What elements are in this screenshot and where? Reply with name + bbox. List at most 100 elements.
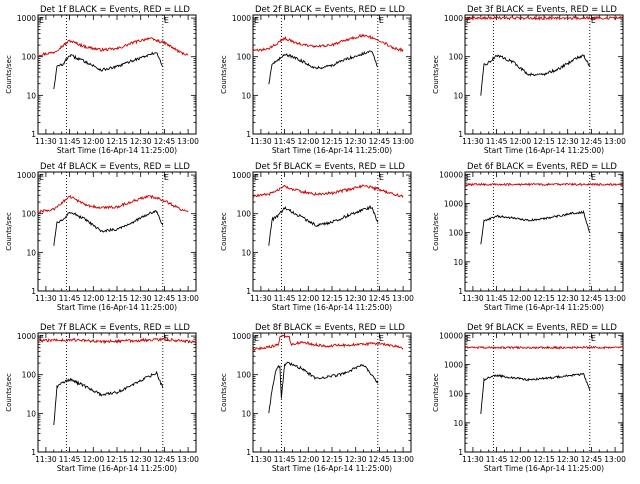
x-tick-label: 11:45 xyxy=(274,294,296,303)
x-axis-label: Start Time (16-Apr-14 11:25:00) xyxy=(57,146,177,155)
x-tick-label: 11:45 xyxy=(59,294,81,303)
x-tick-label: 12:00 xyxy=(509,294,531,303)
x-tick-label: 12:30 xyxy=(345,294,367,303)
x-tick-label: 12:30 xyxy=(557,294,579,303)
x-tick-label: 12:30 xyxy=(557,137,579,146)
y-tick-label: 100 xyxy=(237,210,252,219)
x-tick-label: 11:30 xyxy=(250,294,272,303)
y-tick-label: 10 xyxy=(241,248,251,257)
y-tick-label: 10 xyxy=(241,91,251,100)
x-tick-label: 12:00 xyxy=(509,137,531,146)
x-tick-label: 12:00 xyxy=(297,294,319,303)
chart-panel-7: Det 7f BLACK = Events, RED = LLD 1 10 100 10… xyxy=(5,323,199,473)
event-marker-label: E xyxy=(466,334,471,343)
x-tick-label: 12:15 xyxy=(321,455,343,464)
x-tick-label: 13:00 xyxy=(392,294,414,303)
x-tick-label: 13:00 xyxy=(392,137,414,146)
plot-frame xyxy=(252,14,412,135)
x-tick-label: 12:30 xyxy=(130,455,152,464)
event-marker-label: E xyxy=(39,334,44,343)
x-tick-label: 12:15 xyxy=(533,455,555,464)
events-series-line xyxy=(480,54,591,96)
chart-panel-4: Det 4f BLACK = Events, RED = LLD 1 10 100 10… xyxy=(5,162,199,312)
y-tick-label: 10 xyxy=(26,91,36,100)
events-series-line xyxy=(268,361,379,414)
x-axis-label: Start Time (16-Apr-14 11:25:00) xyxy=(484,146,604,155)
lld-series-line xyxy=(253,334,404,351)
chart-title: Det 9f BLACK = Events, RED = LLD xyxy=(467,323,617,333)
y-axis-label: Counts/sec xyxy=(432,212,440,251)
y-tick-label: 100 xyxy=(22,210,37,219)
lld-series-line xyxy=(38,337,196,345)
chart-title: Det 2f BLACK = Events, RED = LLD xyxy=(255,5,405,15)
x-tick-label: 11:45 xyxy=(274,455,296,464)
lld-series-line xyxy=(465,15,623,21)
y-axis-label: Counts/sec xyxy=(5,373,13,412)
event-marker-label: E xyxy=(591,173,596,182)
x-tick-label: 11:30 xyxy=(35,137,57,146)
x-tick-label: 13:00 xyxy=(177,294,199,303)
x-tick-label: 12:15 xyxy=(533,137,555,146)
x-tick-label: 11:30 xyxy=(462,455,484,464)
event-marker-label: E xyxy=(591,16,596,25)
y-tick-label: 100 xyxy=(449,229,464,238)
events-series-line xyxy=(53,210,164,246)
event-marker-label: E xyxy=(591,334,596,343)
chart-title: Det 5f BLACK = Events, RED = LLD xyxy=(255,162,405,172)
chart-title: Det 7f BLACK = Events, RED = LLD xyxy=(40,323,190,333)
x-tick-label: 12:15 xyxy=(106,137,128,146)
y-axis-label: Counts/sec xyxy=(220,373,228,412)
y-tick-label: 1000 xyxy=(17,14,36,23)
y-tick-label: 10 xyxy=(26,248,36,257)
lld-series-line xyxy=(38,37,189,57)
x-axis-label: Start Time (16-Apr-14 11:25:00) xyxy=(484,303,604,312)
x-tick-label: 12:45 xyxy=(369,455,391,464)
x-tick-label: 12:00 xyxy=(82,137,104,146)
y-tick-label: 100 xyxy=(237,371,252,380)
event-marker-label: E xyxy=(254,334,259,343)
y-tick-label: 100 xyxy=(22,371,37,380)
x-axis-label: Start Time (16-Apr-14 11:25:00) xyxy=(57,464,177,473)
x-tick-label: 12:45 xyxy=(154,455,176,464)
event-marker-label: E xyxy=(254,173,259,182)
x-tick-label: 11:45 xyxy=(486,294,508,303)
x-tick-label: 11:45 xyxy=(486,455,508,464)
y-tick-label: 10000 xyxy=(439,170,463,179)
events-series-line xyxy=(53,51,164,90)
chart-title: Det 6f BLACK = Events, RED = LLD xyxy=(467,162,617,172)
x-tick-label: 13:00 xyxy=(177,137,199,146)
x-tick-label: 12:30 xyxy=(557,455,579,464)
events-series-line xyxy=(53,370,164,426)
plot-frame xyxy=(252,332,412,453)
event-marker-label: E xyxy=(164,16,169,25)
events-series-line xyxy=(480,209,591,245)
x-axis-label: Start Time (16-Apr-14 11:25:00) xyxy=(57,303,177,312)
x-tick-label: 12:45 xyxy=(581,294,603,303)
x-tick-label: 12:15 xyxy=(106,455,128,464)
y-axis-label: Counts/sec xyxy=(432,373,440,412)
x-tick-label: 11:30 xyxy=(462,294,484,303)
y-tick-label: 10 xyxy=(453,91,463,100)
x-tick-label: 12:45 xyxy=(581,455,603,464)
y-tick-label: 1000 xyxy=(444,199,463,208)
y-tick-label: 1 xyxy=(458,130,463,139)
lld-series-line xyxy=(253,33,404,53)
y-tick-label: 1000 xyxy=(232,14,251,23)
x-tick-label: 12:45 xyxy=(581,137,603,146)
y-tick-label: 1 xyxy=(246,448,251,457)
x-axis-label: Start Time (16-Apr-14 11:25:00) xyxy=(272,464,392,473)
chart-panel-3: Det 3f BLACK = Events, RED = LLD 1 10 100 10… xyxy=(432,5,626,155)
y-tick-label: 1000 xyxy=(444,360,463,369)
event-marker-label: E xyxy=(39,16,44,25)
y-tick-label: 1000 xyxy=(232,332,251,341)
y-tick-label: 100 xyxy=(449,53,464,62)
x-tick-label: 11:30 xyxy=(35,294,57,303)
y-tick-label: 1 xyxy=(458,287,463,296)
plot-frame xyxy=(464,171,624,292)
x-tick-label: 12:15 xyxy=(533,294,555,303)
y-tick-label: 10000 xyxy=(439,331,463,340)
lld-series-line xyxy=(38,194,189,215)
y-tick-label: 10 xyxy=(453,258,463,267)
